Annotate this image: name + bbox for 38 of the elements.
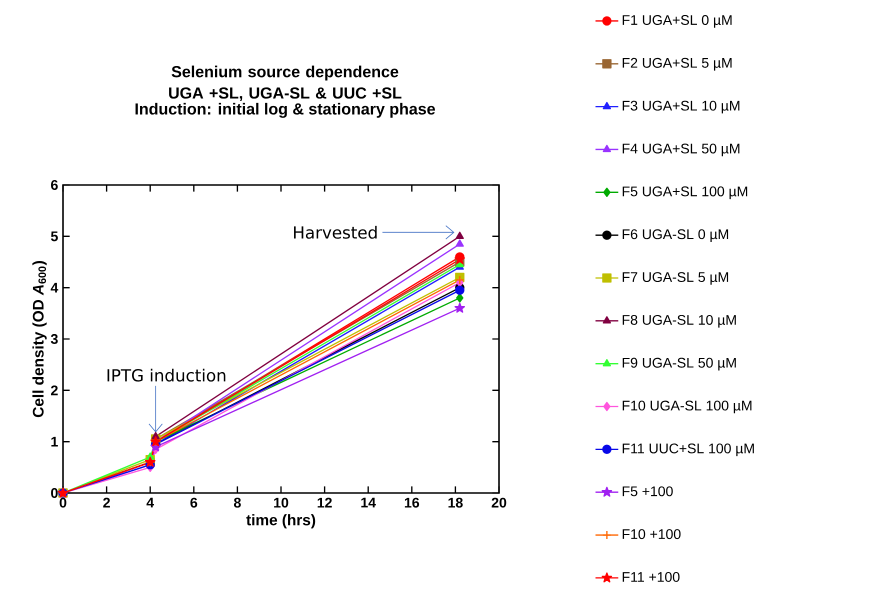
y-axis-title: Cell density (OD A$_{600}$) [32,261,47,418]
legend-label: F8 UGA-SL 10 µM [622,314,736,328]
x-tick-label: 8 [234,498,241,508]
x-tick-label: 2 [103,498,110,508]
legend-label: F3 UGA+SL 10 µM [622,100,740,114]
legend-label: F9 UGA-SL 50 µM [622,358,736,370]
y-tick-label: 5 [50,231,58,242]
x-tick-label: 6 [190,498,198,508]
annotation: Harvested [294,226,377,239]
y-tick-label: 4 [50,282,58,292]
legend-label: F11 UUC+SL 100 µM [622,443,754,456]
chart-subtitle: Induction: initial log & stationary phase [136,102,435,118]
chart-title: Selenium source dependence UGA +SL, UGA-SL & UUC +SL [169,66,402,101]
legend-label: F5 +100 [622,486,673,496]
y-tick-label: 2 [50,385,58,396]
legend-label: F11 +100 [622,572,680,582]
x-tick-label: 0 [60,498,66,508]
legend-label: F1 UGA+SL 0 µM [622,15,732,28]
annotation: IPTG induction [108,368,226,382]
y-tick-label: 3 [50,334,58,344]
x-tick-label: 10 [274,498,288,508]
legend-label: F5 UGA+SL 100 µM [622,186,748,200]
legend-label: F10 +100 [622,529,681,540]
legend-label: F4 UGA+SL 50 µM [622,144,740,156]
x-tick-label: 16 [404,498,420,508]
y-tick-label: 6 [51,180,58,190]
legend-label: F6 UGA-SL 0 µM [622,229,728,242]
x-tick-label: 4 [146,498,154,508]
x-tick-label: 12 [318,498,332,508]
y-tick-label: 0 [51,488,58,498]
x-tick-label: 20 [492,498,506,508]
y-tick-label: 1 [51,436,58,446]
legend-label: F10 UGA-SL 100 µM [622,400,752,414]
legend-label: F7 UGA-SL 5 µM [622,272,728,285]
legend-label: F2 UGA+SL 5 µM [622,58,732,71]
x-axis-title: time (hrs) [246,514,316,528]
x-tick-label: 14 [361,498,376,508]
x-tick-label: 18 [448,498,463,508]
